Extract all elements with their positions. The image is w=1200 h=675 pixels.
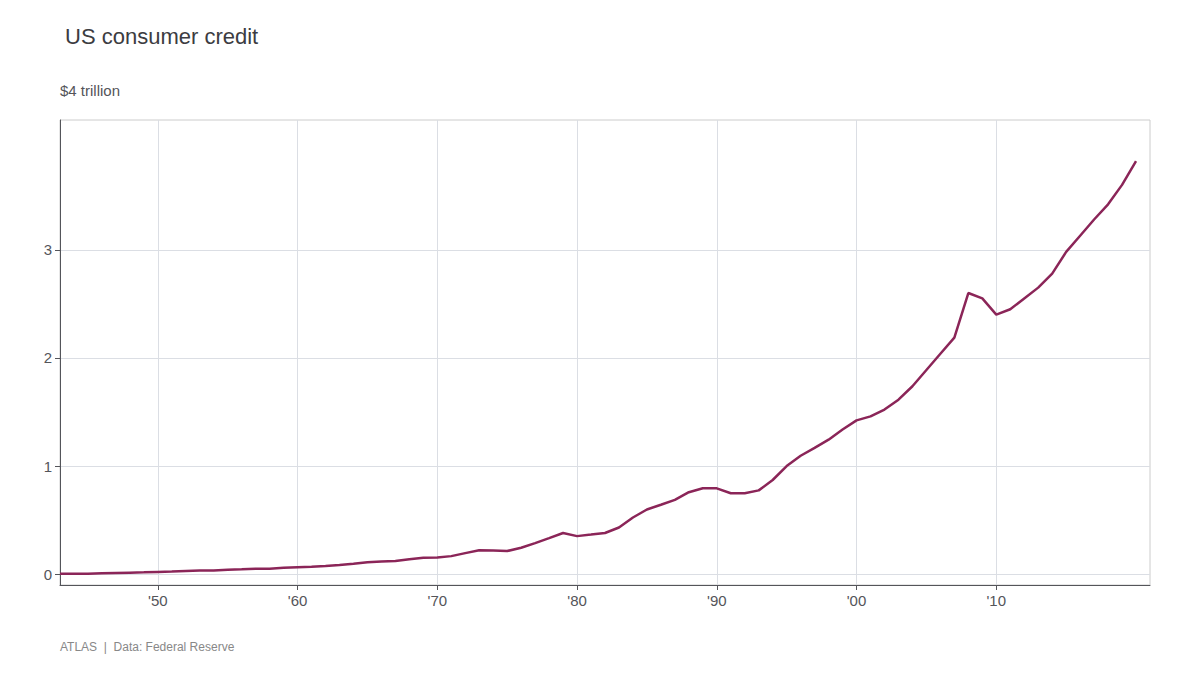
svg-text:'70: '70 (428, 592, 448, 609)
svg-text:'90: '90 (707, 592, 727, 609)
svg-text:3: 3 (44, 241, 52, 258)
svg-text:1: 1 (44, 458, 52, 475)
svg-text:$4 trillion: $4 trillion (60, 82, 120, 99)
svg-text:ATLAS | Data: Federal Reserv: ATLAS | Data: Federal Reserve (60, 640, 235, 654)
svg-text:'60: '60 (288, 592, 308, 609)
svg-text:'00: '00 (847, 592, 867, 609)
svg-text:'10: '10 (987, 592, 1007, 609)
svg-text:0: 0 (44, 566, 52, 583)
svg-text:2: 2 (44, 349, 52, 366)
svg-text:'80: '80 (567, 592, 587, 609)
svg-text:US consumer credit: US consumer credit (65, 24, 258, 49)
svg-text:'50: '50 (148, 592, 168, 609)
